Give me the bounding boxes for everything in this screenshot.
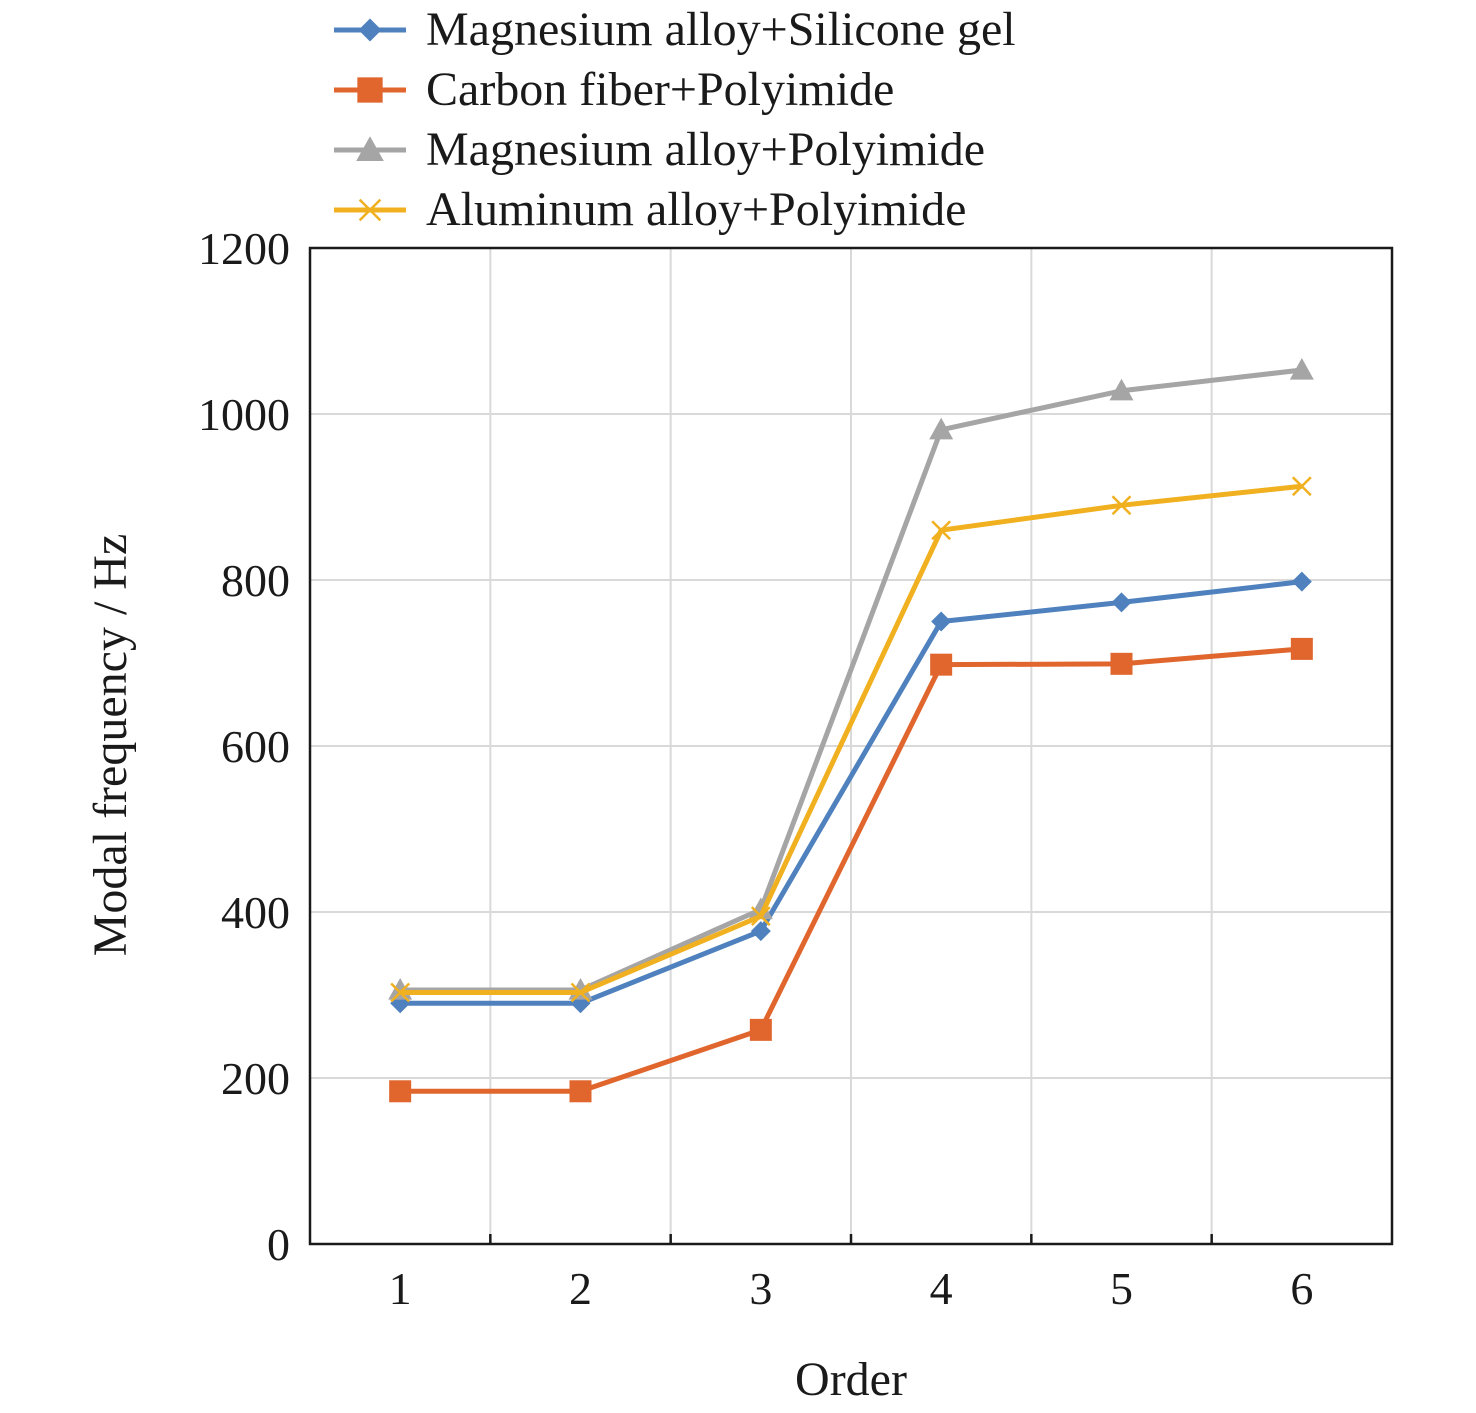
x-tick-label: 5 <box>1110 1263 1133 1314</box>
data-point <box>1111 495 1132 516</box>
series-line <box>400 646 1303 1094</box>
series-2 <box>389 637 1313 1103</box>
legend-item: Magnesium alloy+Polyimide <box>334 123 985 176</box>
data-point-stroke <box>1111 495 1132 516</box>
x-tick-label: 2 <box>569 1263 592 1314</box>
legend-label: Magnesium alloy+Silicone gel <box>426 3 1016 56</box>
data-point <box>570 982 591 1003</box>
x-tick-label: 3 <box>749 1263 772 1314</box>
data-point <box>931 611 952 632</box>
data-point <box>358 18 382 42</box>
series-1 <box>390 571 1312 1014</box>
data-point <box>930 653 953 676</box>
data-point <box>931 520 952 541</box>
y-tick-label: 800 <box>221 555 290 606</box>
y-axis-title: Modal frequency / Hz <box>84 534 137 957</box>
data-point <box>1111 592 1132 613</box>
legend-item: Aluminum alloy+Polyimide <box>334 183 966 236</box>
legend-item: Magnesium alloy+Silicone gel <box>334 3 1016 56</box>
data-point <box>749 1018 772 1041</box>
x-tick-label: 4 <box>930 1263 953 1314</box>
series-layer <box>388 358 1314 1103</box>
y-tick-label: 400 <box>221 887 290 938</box>
series-line <box>400 579 1303 1006</box>
data-point <box>1109 378 1134 401</box>
data-point <box>357 77 383 103</box>
legend-item: Carbon fiber+Polyimide <box>334 63 894 116</box>
data-point <box>569 1080 592 1103</box>
data-point <box>389 1080 412 1103</box>
data-point-stroke <box>358 198 382 222</box>
x-axis-title: Order <box>795 1353 907 1406</box>
data-point <box>750 921 771 942</box>
series-4 <box>390 476 1312 1003</box>
axes-layer: 0 200 400 600 800 1000 1200 1 2 3 4 5 6 <box>198 223 1394 1314</box>
data-point-stroke <box>390 982 411 1003</box>
data-point <box>748 897 773 920</box>
data-point-stroke <box>570 982 591 1003</box>
data-point <box>1291 476 1312 497</box>
legend: Magnesium alloy+Silicone gel Carbon fiber… <box>334 3 1016 236</box>
data-point-stroke <box>750 906 771 927</box>
data-point <box>358 198 382 222</box>
y-tick-label: 600 <box>221 721 290 772</box>
series-line <box>400 483 1303 996</box>
y-tick-label: 0 <box>267 1219 290 1270</box>
data-point <box>1289 358 1314 380</box>
data-point <box>929 417 954 440</box>
data-point <box>1291 571 1312 592</box>
data-point <box>390 982 411 1003</box>
data-point <box>750 906 771 927</box>
y-tick-label: 1200 <box>198 223 290 274</box>
legend-label: Magnesium alloy+Polyimide <box>426 123 985 176</box>
x-tick-label: 1 <box>389 1263 412 1314</box>
legend-label: Carbon fiber+Polyimide <box>426 63 894 116</box>
legend-label: Aluminum alloy+Polyimide <box>426 183 966 236</box>
data-point <box>356 136 384 162</box>
grid-layer <box>310 247 1392 1244</box>
x-tick-label: 6 <box>1290 1263 1313 1314</box>
y-tick-label: 1000 <box>198 389 290 440</box>
data-point-stroke <box>1291 476 1312 497</box>
data-point <box>1110 652 1133 675</box>
data-point-stroke <box>931 520 952 541</box>
data-point <box>1290 637 1313 660</box>
y-tick-label: 200 <box>221 1053 290 1104</box>
